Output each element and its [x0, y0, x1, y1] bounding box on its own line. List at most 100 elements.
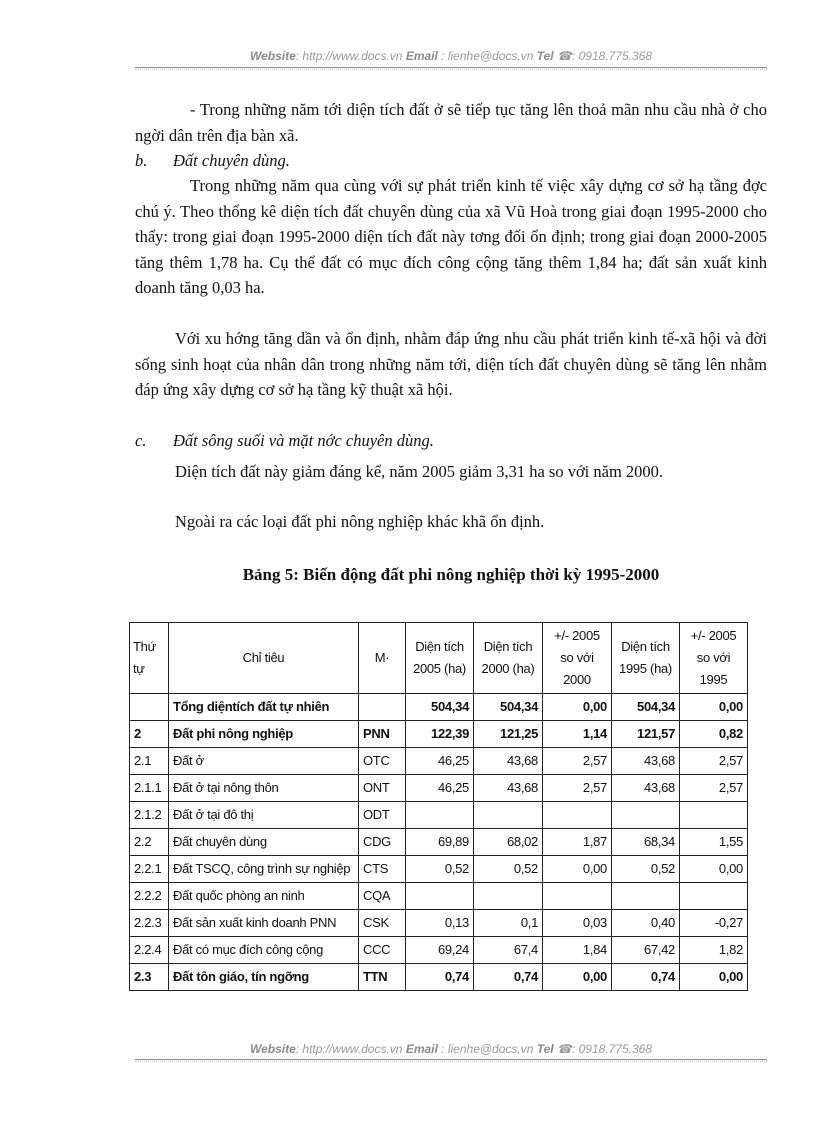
cell-diff-2005-2000: 0,00	[542, 855, 612, 883]
cell-area-2000: 43,68	[473, 774, 543, 802]
cell-area-1995: 504,34	[611, 693, 680, 721]
paragraph-4: Diện tích đất này giảm đáng kể, năm 2005…	[175, 462, 664, 481]
cell-area-2005: 46,25	[405, 747, 474, 775]
table-row: 2.1.2 Đất ở tại đô thị ODT	[129, 801, 748, 829]
cell-diff-2005-2000: 0,03	[542, 909, 612, 937]
cell-chi-tieu: Đất ở tại nông thôn	[168, 774, 359, 802]
cell-ma: CDG	[358, 828, 406, 856]
cell-stt: 2	[129, 720, 169, 748]
cell-area-2000	[473, 882, 543, 910]
cell-diff-2005-2000	[542, 801, 612, 829]
header-ma: M·	[358, 622, 406, 694]
section-b-label: b.	[135, 151, 148, 170]
cell-area-2005: 69,89	[405, 828, 474, 856]
website-label: Website	[249, 49, 296, 63]
header-diff-2005-2000: +/- 2005 so với 2000	[542, 622, 612, 694]
cell-ma: CQA	[358, 882, 406, 910]
header-area-2005: Diện tích 2005 (ha)	[405, 622, 474, 694]
cell-diff-2005-1995: 2,57	[679, 774, 748, 802]
cell-stt: 2.2.3	[129, 909, 169, 937]
phone-icon: ☎	[557, 49, 572, 63]
cell-area-1995: 0,74	[611, 963, 680, 991]
paragraph-5: Ngoài ra các loại đất phi nông nghiệp kh…	[175, 512, 545, 531]
land-change-table: Thứ tự Chỉ tiêu M· Diện tích 2005 (ha) D…	[129, 622, 748, 991]
cell-stt: 2.2.4	[129, 936, 169, 964]
footer-website-url[interactable]: : http://www.docs.vn	[295, 1042, 403, 1056]
table-row: Tổng diệntích đất tự nhiên 504,34 504,34 0,…	[129, 693, 748, 721]
cell-area-2000: 68,02	[473, 828, 543, 856]
cell-area-2005: 46,25	[405, 774, 474, 802]
cell-area-1995	[611, 801, 680, 829]
footer-tel-number: : 0918.775.368	[571, 1042, 653, 1056]
table-row: 2.1 Đất ở OTC 46,25 43,68 2,57 43,68 2,57	[129, 747, 748, 775]
cell-area-2000	[473, 801, 543, 829]
paragraph-1: - Trong những năm tới diện tích đất ở sẽ…	[135, 100, 767, 145]
page-header: Website: http://www.docs.vn Email : lien…	[135, 49, 767, 63]
cell-stt: 2.1	[129, 747, 169, 775]
header-area-2000: Diện tích 2000 (ha)	[473, 622, 543, 694]
cell-diff-2005-1995: 0,00	[679, 855, 748, 883]
website-url[interactable]: : http://www.docs.vn	[295, 49, 403, 63]
cell-area-2005: 122,39	[405, 720, 474, 748]
cell-diff-2005-2000: 0,00	[542, 963, 612, 991]
cell-diff-2005-1995: 0,00	[679, 693, 748, 721]
cell-diff-2005-1995: 1,55	[679, 828, 748, 856]
cell-stt: 2.3	[129, 963, 169, 991]
section-b-heading: b. Đất chuyên dùng.	[135, 148, 767, 174]
cell-chi-tieu: Đất TSCQ, công trình sự nghiệp	[168, 855, 359, 883]
header-diff-2005-1995: +/- 2005 so với 1995	[679, 622, 748, 694]
cell-chi-tieu: Đất tôn giáo, tín ngỡng	[168, 963, 359, 991]
cell-area-2000: 121,25	[473, 720, 543, 748]
header-stt: Thứ tự	[129, 622, 169, 694]
cell-diff-2005-2000: 2,57	[542, 747, 612, 775]
cell-area-1995: 0,40	[611, 909, 680, 937]
cell-diff-2005-1995: 2,57	[679, 747, 748, 775]
paragraph-2: Trong những năm qua cùng với sự phát tri…	[135, 176, 767, 297]
cell-stt: 2.1.1	[129, 774, 169, 802]
table-row: 2.2.3 Đất sản xuất kinh doanh PNN CSK 0,13 0…	[129, 909, 748, 937]
cell-diff-2005-1995: -0,27	[679, 909, 748, 937]
cell-ma	[358, 693, 406, 721]
cell-area-2005: 0,52	[405, 855, 474, 883]
footer-email-address[interactable]: : lienhe@docs.vn	[441, 1042, 534, 1056]
cell-ma: OTC	[358, 747, 406, 775]
footer-tel-label: Tel	[536, 1042, 554, 1056]
cell-diff-2005-2000: 1,84	[542, 936, 612, 964]
cell-stt: 2.2	[129, 828, 169, 856]
cell-diff-2005-2000: 1,14	[542, 720, 612, 748]
cell-diff-2005-1995: 0,00	[679, 963, 748, 991]
cell-area-1995: 68,34	[611, 828, 680, 856]
email-address[interactable]: : lienhe@docs.vn	[441, 49, 534, 63]
cell-diff-2005-1995	[679, 801, 748, 829]
table-row: 2.1.1 Đất ở tại nông thôn ONT 46,25 43,68 2,5…	[129, 774, 748, 802]
cell-area-2005: 69,24	[405, 936, 474, 964]
cell-area-2000: 43,68	[473, 747, 543, 775]
cell-diff-2005-1995: 0,82	[679, 720, 748, 748]
cell-area-2005: 0,13	[405, 909, 474, 937]
phone-icon: ☎	[557, 1042, 572, 1056]
footer-email-label: Email	[405, 1042, 438, 1056]
header-chi-tieu: Chỉ tiêu	[168, 622, 359, 694]
cell-ma: ONT	[358, 774, 406, 802]
footer-website-label: Website	[249, 1042, 296, 1056]
page-footer: Website: http://www.docs.vn Email : lien…	[135, 1042, 767, 1056]
cell-chi-tieu: Đất ở	[168, 747, 359, 775]
cell-area-2005	[405, 801, 474, 829]
cell-area-2000: 67,4	[473, 936, 543, 964]
cell-area-1995: 121,57	[611, 720, 680, 748]
cell-area-2000: 0,52	[473, 855, 543, 883]
section-c-label: c.	[135, 431, 147, 450]
cell-ma: ODT	[358, 801, 406, 829]
table-caption: Bảng 5: Biến động đất phi nông nghiệp th…	[242, 565, 660, 584]
cell-area-2000: 504,34	[473, 693, 543, 721]
cell-area-1995: 67,42	[611, 936, 680, 964]
cell-chi-tieu: Đất chuyên dùng	[168, 828, 359, 856]
cell-diff-2005-2000	[542, 882, 612, 910]
cell-stt	[129, 693, 169, 721]
cell-area-2005: 504,34	[405, 693, 474, 721]
email-label: Email	[405, 49, 438, 63]
cell-area-2000: 0,74	[473, 963, 543, 991]
cell-chi-tieu: Đất phi nông nghiệp	[168, 720, 359, 748]
tel-label: Tel	[536, 49, 554, 63]
table-row: 2.2.2 Đất quốc phòng an ninh CQA	[129, 882, 748, 910]
